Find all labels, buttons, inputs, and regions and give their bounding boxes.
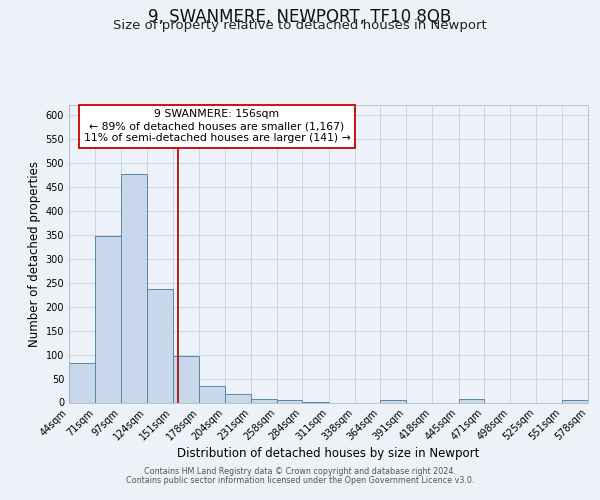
Bar [562,400,588,402]
Bar [147,290,173,403]
Text: 9 SWANMERE: 156sqm
← 89% of detached houses are smaller (1,167)
11% of semi-deta: 9 SWANMERE: 156sqm ← 89% of detached hou… [83,110,350,142]
Text: Contains public sector information licensed under the Open Government Licence v3: Contains public sector information licen… [126,476,474,485]
Bar [277,400,302,402]
Bar [173,356,199,403]
Text: Size of property relative to detached houses in Newport: Size of property relative to detached ho… [113,19,487,32]
X-axis label: Distribution of detached houses by size in Newport: Distribution of detached houses by size … [178,446,479,460]
Text: 9, SWANMERE, NEWPORT, TF10 8QB: 9, SWANMERE, NEWPORT, TF10 8QB [148,8,452,26]
Bar [69,362,95,403]
Bar [380,400,406,402]
Bar [224,394,251,402]
Bar [251,399,277,402]
Bar [199,386,224,402]
Bar [95,236,121,402]
Y-axis label: Number of detached properties: Number of detached properties [28,161,41,347]
Bar [459,399,484,402]
Text: Contains HM Land Registry data © Crown copyright and database right 2024.: Contains HM Land Registry data © Crown c… [144,467,456,476]
Bar [121,174,147,402]
